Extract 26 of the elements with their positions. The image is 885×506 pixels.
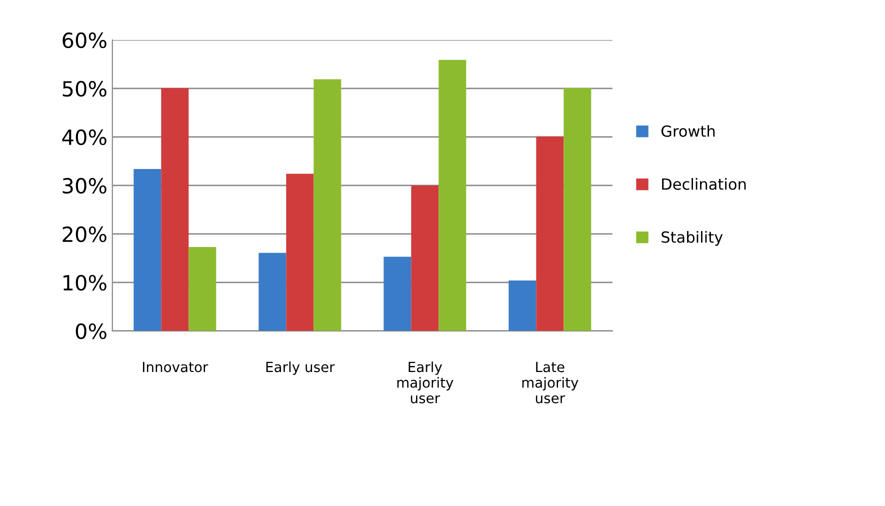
y-tick-label: 0% <box>76 323 106 340</box>
y-tick-label: 40% <box>62 129 106 146</box>
x-tick-label: Early user <box>266 361 335 375</box>
x-tick-label: Early majority user <box>397 361 454 404</box>
bar <box>258 252 286 331</box>
bar <box>536 136 564 331</box>
bar <box>411 185 439 331</box>
y-tick-label: 30% <box>62 178 106 194</box>
bar <box>161 88 189 331</box>
bar <box>508 280 536 331</box>
bar <box>438 60 466 331</box>
y-tick-label: 60% <box>62 32 106 48</box>
bar <box>384 256 412 331</box>
y-tick-label: 10% <box>64 274 106 291</box>
bar <box>314 79 342 331</box>
legend-label: Declination <box>662 178 746 190</box>
x-tick-label: Late majority user <box>522 362 578 404</box>
y-tick-label: 50% <box>62 80 106 97</box>
y-tick-label: 20% <box>62 226 106 242</box>
legend-label: Growth <box>661 125 715 137</box>
bar <box>188 247 216 331</box>
bar <box>564 88 592 331</box>
bar <box>286 174 314 331</box>
legend-label: Stability <box>662 231 723 246</box>
bar <box>134 168 162 331</box>
x-tick-label: Innovator <box>142 362 208 372</box>
